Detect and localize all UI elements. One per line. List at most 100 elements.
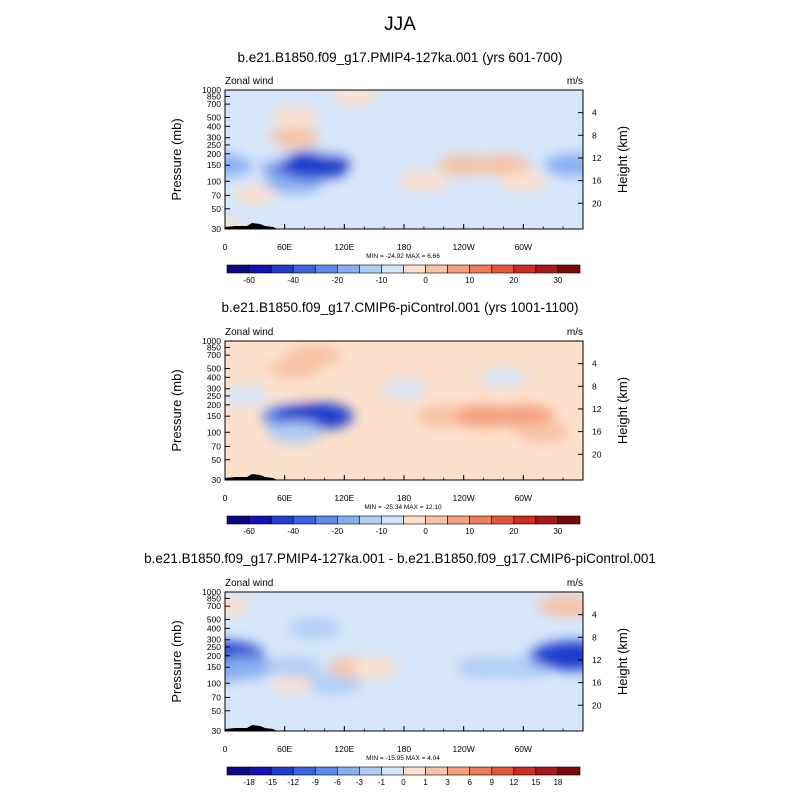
height-tick-label: 16 xyxy=(592,427,602,437)
colorbar-swatch xyxy=(381,766,404,776)
colorbar-label: 0 xyxy=(423,276,428,285)
colorbar-swatch xyxy=(557,264,581,274)
contour-cell xyxy=(400,610,448,629)
colorbar-swatch xyxy=(226,766,250,776)
colorbar-swatch xyxy=(425,766,448,776)
y-axis-label: Pressure (mb) xyxy=(169,118,184,200)
pressure-tick-label: 500 xyxy=(207,112,221,122)
lon-tick-label: 60W xyxy=(515,744,532,754)
colorbar-swatch xyxy=(359,766,382,776)
pressure-tick-label: 100 xyxy=(207,427,221,437)
contour-cell xyxy=(544,154,583,177)
contour-cell xyxy=(349,657,399,677)
lon-tick-label: 0 xyxy=(223,744,228,754)
colorbar-swatch xyxy=(248,766,272,776)
pressure-tick-label: 200 xyxy=(207,651,221,661)
colorbar-label: 6 xyxy=(467,778,472,787)
lon-tick-label: 120W xyxy=(453,493,475,503)
colorbar-label: -15 xyxy=(265,778,277,787)
pressure-tick-label: 1000 xyxy=(202,336,221,346)
min-max-stats: MIN = -15.95 MAX = 4.04 xyxy=(366,755,440,762)
units-label: m/s xyxy=(567,578,583,589)
lon-tick-label: 60W xyxy=(515,493,532,503)
pressure-tick-label: 100 xyxy=(207,678,221,688)
topography xyxy=(225,725,277,731)
pressure-tick-label: 50 xyxy=(212,204,222,214)
height-tick-label: 20 xyxy=(592,700,602,710)
contour-cell xyxy=(240,144,290,164)
pressure-tick-label: 400 xyxy=(207,372,221,382)
colorbar-label: 15 xyxy=(531,778,540,787)
height-tick-label: 16 xyxy=(592,678,602,688)
pressure-tick-label: 150 xyxy=(207,662,221,672)
contour-cell xyxy=(399,171,449,191)
y-axis-label: Pressure (mb) xyxy=(169,369,184,451)
contour-cell xyxy=(269,378,320,399)
lon-tick-label: 120E xyxy=(334,493,354,503)
contour-cell xyxy=(532,641,583,671)
contour-cell xyxy=(516,421,570,443)
lon-tick-label: 60E xyxy=(277,744,292,754)
contour-cell xyxy=(268,657,321,678)
panel-1-title: b.e21.B1850.f09_g17.PMIP4-127ka.001 (yrs… xyxy=(237,50,563,65)
pressure-tick-label: 200 xyxy=(207,400,221,410)
panel-3-title: b.e21.B1850.f09_g17.PMIP4-127ka.001 - b.… xyxy=(144,551,656,566)
colorbar-label: -18 xyxy=(243,778,255,787)
pressure-tick-label: 850 xyxy=(207,342,221,352)
min-max-stats: MIN = -24.92 MAX = 6.66 xyxy=(366,253,440,260)
colorbar-swatch xyxy=(535,766,559,776)
height-tick-label: 4 xyxy=(592,359,597,369)
pressure-tick-label: 30 xyxy=(212,475,222,485)
colorbar-label: 0 xyxy=(401,778,406,787)
colorbar-label: 18 xyxy=(553,778,562,787)
colorbar-label: -10 xyxy=(376,527,388,536)
pressure-tick-label: 50 xyxy=(212,706,222,716)
colorbar-label: 30 xyxy=(553,276,562,285)
colorbar-label: 12 xyxy=(509,778,518,787)
colorbar-label: -40 xyxy=(287,527,299,536)
y-axis-label: Pressure (mb) xyxy=(169,620,184,702)
contour-cell xyxy=(331,90,378,106)
colorbar-label: -60 xyxy=(243,276,255,285)
height-tick-label: 4 xyxy=(592,108,597,118)
colorbar-label: 30 xyxy=(553,527,562,536)
colorbar-label: -6 xyxy=(334,778,342,787)
pressure-tick-label: 30 xyxy=(212,224,222,234)
colorbar-label: 0 xyxy=(423,527,428,536)
y-axis-right-label: Height (km) xyxy=(615,628,630,695)
pressure-tick-label: 300 xyxy=(207,635,221,645)
pressure-tick-label: 200 xyxy=(207,149,221,159)
colorbar-label: -40 xyxy=(287,276,299,285)
height-tick-label: 20 xyxy=(592,198,602,208)
colorbar-swatch xyxy=(314,766,338,776)
pressure-tick-label: 70 xyxy=(212,692,222,702)
height-tick-label: 12 xyxy=(592,153,602,163)
pressure-tick-label: 30 xyxy=(212,726,222,736)
colorbar-label: 1 xyxy=(423,778,428,787)
pressure-tick-label: 400 xyxy=(207,623,221,633)
pressure-tick-label: 250 xyxy=(207,140,221,150)
topography xyxy=(225,474,277,480)
lon-tick-label: 180 xyxy=(397,242,411,252)
lon-tick-label: 180 xyxy=(397,744,411,754)
colorbar-label: 10 xyxy=(465,276,474,285)
colorbar-label: -9 xyxy=(312,778,320,787)
variable-label: Zonal wind xyxy=(225,578,273,589)
colorbar-label: -60 xyxy=(243,527,255,536)
lon-tick-label: 120E xyxy=(334,242,354,252)
contour-cell xyxy=(456,656,511,678)
lon-tick-label: 120W xyxy=(453,242,475,252)
pressure-tick-label: 150 xyxy=(207,411,221,421)
lon-tick-label: 60W xyxy=(515,242,532,252)
pressure-tick-label: 70 xyxy=(212,190,222,200)
lon-tick-label: 0 xyxy=(223,242,228,252)
pressure-tick-label: 850 xyxy=(207,593,221,603)
contour-cell xyxy=(498,171,548,191)
contour-cell xyxy=(276,151,353,180)
colorbar-swatch xyxy=(557,515,581,525)
pressure-tick-label: 500 xyxy=(207,614,221,624)
pressure-tick-label: 400 xyxy=(207,121,221,131)
pressure-tick-label: 50 xyxy=(212,455,222,465)
pressure-tick-label: 700 xyxy=(207,99,221,109)
